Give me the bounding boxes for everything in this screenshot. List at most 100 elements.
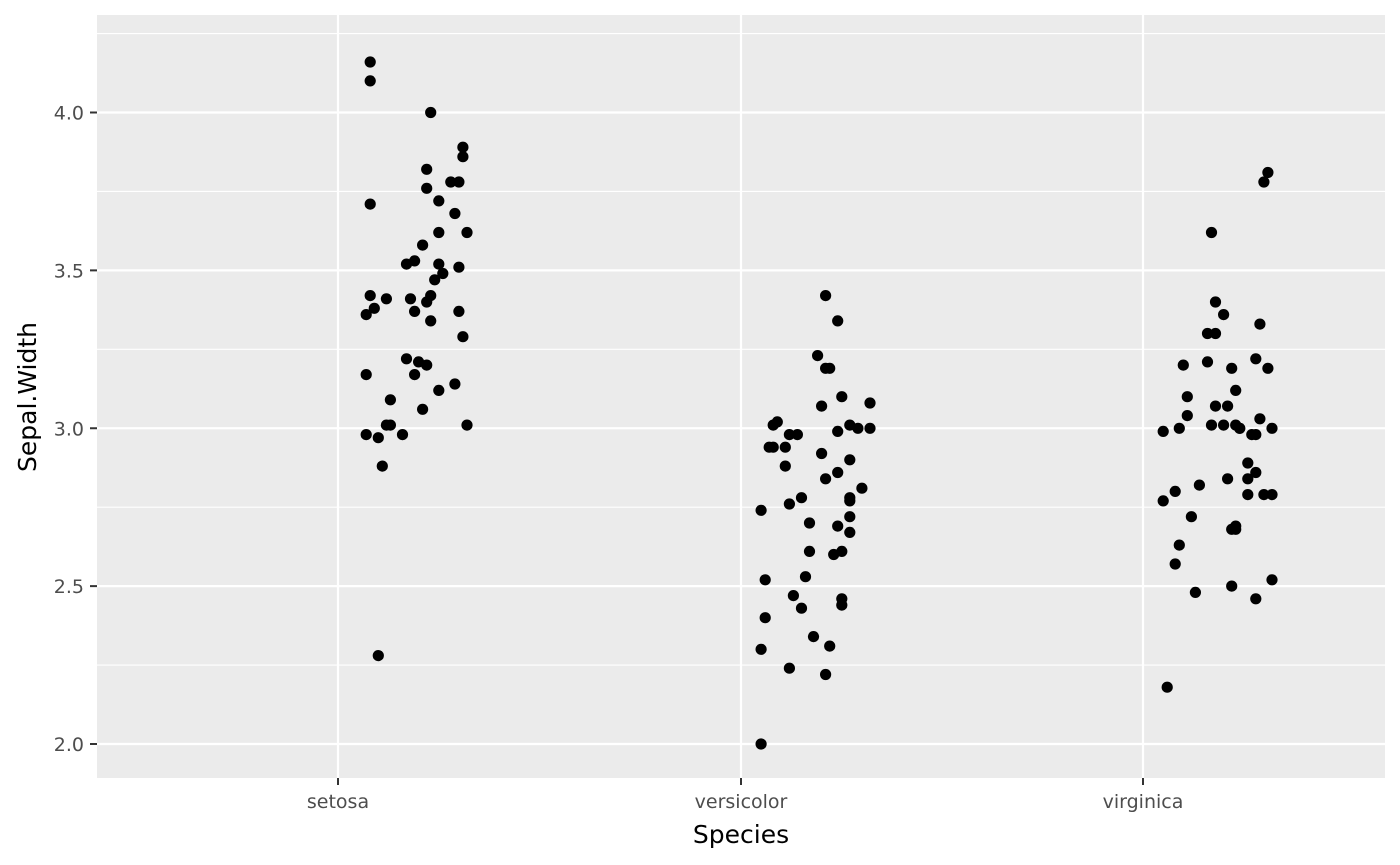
data-point xyxy=(417,239,429,251)
x-tick-label: virginica xyxy=(1103,791,1184,813)
data-point xyxy=(1250,353,1262,365)
data-point xyxy=(803,517,816,529)
data-point xyxy=(437,267,449,280)
data-point xyxy=(1242,489,1254,501)
x-axis-ticks: setosa versicolor virginica xyxy=(307,778,1183,813)
data-point xyxy=(836,599,848,611)
data-point xyxy=(755,643,767,655)
data-point xyxy=(453,176,465,188)
data-point xyxy=(852,422,864,434)
data-point xyxy=(445,176,457,188)
data-point xyxy=(783,662,796,674)
y-tick-label: 2.5 xyxy=(54,576,84,598)
data-point xyxy=(1242,457,1254,469)
data-point xyxy=(1189,586,1201,599)
data-point xyxy=(763,441,775,453)
data-point xyxy=(1177,359,1189,371)
data-point xyxy=(1209,327,1222,340)
data-point xyxy=(457,141,469,153)
data-point xyxy=(824,640,836,652)
data-point xyxy=(816,447,828,460)
data-point xyxy=(1254,413,1266,425)
data-point xyxy=(433,258,445,270)
data-point xyxy=(457,151,469,163)
data-point xyxy=(425,106,437,119)
data-point xyxy=(449,378,461,390)
data-point xyxy=(1250,466,1262,479)
data-point xyxy=(820,668,832,681)
data-point xyxy=(832,520,844,532)
data-point xyxy=(364,75,376,87)
y-tick-label: 3.0 xyxy=(54,418,84,440)
data-point xyxy=(1226,362,1238,374)
data-point xyxy=(828,548,840,561)
data-point xyxy=(1230,384,1242,396)
data-point xyxy=(364,198,376,210)
data-point xyxy=(433,384,445,396)
data-point xyxy=(1258,489,1270,501)
data-point xyxy=(449,207,461,220)
data-point xyxy=(384,419,396,431)
data-point xyxy=(1218,309,1230,321)
data-point xyxy=(1201,327,1214,340)
data-point xyxy=(832,425,844,437)
data-point xyxy=(433,195,445,207)
data-point xyxy=(421,163,433,175)
data-point xyxy=(779,460,791,472)
data-point xyxy=(755,504,767,516)
data-point xyxy=(1226,580,1238,592)
data-point xyxy=(807,631,820,643)
data-point xyxy=(1254,318,1266,330)
data-point xyxy=(759,574,771,586)
data-point xyxy=(429,274,441,286)
data-point xyxy=(1205,419,1218,431)
data-point xyxy=(844,454,856,466)
data-point xyxy=(799,571,812,583)
data-point xyxy=(409,305,421,317)
data-point xyxy=(433,226,445,239)
data-point xyxy=(803,545,816,558)
data-point xyxy=(1250,429,1262,441)
data-point xyxy=(360,369,372,381)
data-point xyxy=(844,526,856,539)
data-point xyxy=(1266,422,1278,434)
data-point xyxy=(1209,400,1222,412)
data-point xyxy=(1262,166,1274,179)
data-point xyxy=(1181,410,1193,422)
data-point xyxy=(1201,356,1214,368)
data-point xyxy=(453,305,465,317)
data-point xyxy=(787,590,800,602)
data-point xyxy=(1157,495,1169,507)
data-point xyxy=(832,315,844,327)
data-point xyxy=(421,359,433,371)
data-point xyxy=(1157,425,1169,437)
data-point xyxy=(864,397,876,409)
data-point xyxy=(364,56,376,68)
data-point xyxy=(1230,523,1242,535)
data-point xyxy=(795,602,808,614)
x-tick-label: versicolor xyxy=(695,791,788,813)
y-tick-label: 3.5 xyxy=(54,260,84,282)
data-point xyxy=(856,482,868,494)
data-point xyxy=(820,290,832,302)
data-point xyxy=(360,429,372,441)
data-point xyxy=(864,422,876,434)
data-point xyxy=(360,309,372,321)
data-point xyxy=(783,429,796,441)
data-point xyxy=(1222,400,1234,412)
y-axis-title: Sepal.Width xyxy=(13,322,42,472)
data-point xyxy=(1173,539,1185,551)
data-point xyxy=(453,261,465,273)
data-point xyxy=(1185,511,1197,523)
major-gridlines xyxy=(97,15,1385,778)
data-point xyxy=(400,258,413,270)
data-point xyxy=(1173,422,1185,434)
data-point xyxy=(1222,473,1234,485)
data-point xyxy=(1169,558,1181,570)
data-point xyxy=(836,391,848,403)
data-point xyxy=(1169,485,1181,497)
data-points xyxy=(360,56,1278,750)
data-point xyxy=(1181,391,1193,403)
data-point xyxy=(425,315,437,327)
data-point xyxy=(421,296,433,308)
